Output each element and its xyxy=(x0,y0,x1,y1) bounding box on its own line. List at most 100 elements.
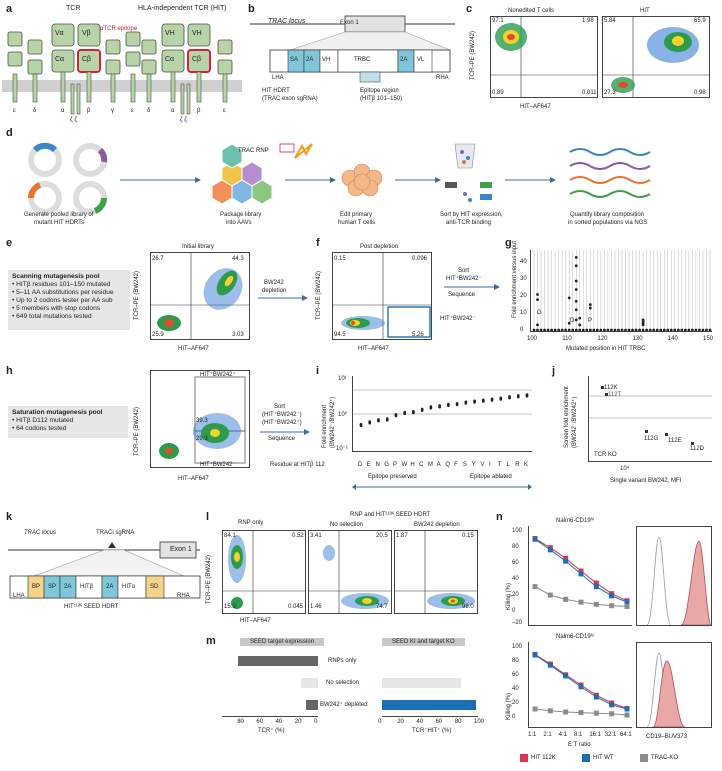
k-locus: TRAC locus xyxy=(24,530,57,536)
m-xtick-right: 80 xyxy=(454,719,462,725)
n-ytick-lo: 20 xyxy=(512,700,519,706)
i-point xyxy=(394,412,398,416)
f-flow-plot xyxy=(332,252,432,340)
a-sub-6: ε xyxy=(131,108,134,114)
n-xtick: 64:1 xyxy=(620,732,632,738)
l-q1-ul: 84.1 xyxy=(224,533,236,539)
b-er: Epitope region xyxy=(360,88,399,94)
j-chart xyxy=(588,376,712,462)
k-seg-2a2: 2A xyxy=(106,584,114,590)
g-point xyxy=(595,328,599,331)
m-row-1: RNPs only xyxy=(328,658,357,664)
g-point xyxy=(652,328,656,331)
m-bar-left xyxy=(238,656,318,666)
n-svg-hi-point-wt xyxy=(624,599,630,605)
g-point xyxy=(574,279,578,283)
n-svg-lo-point-ko xyxy=(593,710,599,716)
g-xtick: 140 xyxy=(667,336,678,342)
n-svg-hi-point-wt xyxy=(563,558,569,564)
g-point xyxy=(574,308,578,312)
e-q-lr: 3.03 xyxy=(232,332,244,338)
g-ytick: 40 xyxy=(520,259,527,266)
a-sub-3: α xyxy=(61,108,65,114)
g-label-d: D xyxy=(570,318,575,324)
k-rha: RHA xyxy=(177,593,190,599)
f-arrow-icon xyxy=(444,284,500,290)
e-ylabel: TCR–PE (BW242) xyxy=(134,270,140,320)
d-step-2: Package library xyxy=(220,212,262,218)
f-sort2: HIT⁺BW242⁻ xyxy=(446,276,482,282)
i-ylabel: Fold enrichment xyxy=(322,404,328,448)
n-svg-lo-point-ko xyxy=(578,710,584,716)
g-xtick: 110 xyxy=(562,336,572,342)
n-svg-hi-point-wt xyxy=(593,584,599,590)
g-point xyxy=(546,328,550,331)
n-xtick: 4:1 xyxy=(558,732,567,738)
g-ytick: 0 xyxy=(520,327,524,333)
e-bullet-5: • 649 total mutations tested xyxy=(12,313,92,320)
g-point xyxy=(550,328,553,331)
i-point xyxy=(455,401,459,405)
d-step-5: Quantify library composition xyxy=(570,212,645,218)
n-svg-lo-point-wt xyxy=(609,702,615,708)
g-point xyxy=(606,328,610,331)
i-residue-tick: H xyxy=(410,462,415,468)
c-title-1: Nonedited T cells xyxy=(508,8,555,14)
d-step-4b: anti-TCR binding xyxy=(446,220,492,226)
g-point xyxy=(536,293,539,296)
f-xlabel: HIT–AF647 xyxy=(358,346,389,352)
n-svg-lo-point-ko xyxy=(547,708,553,714)
n-svg-hi-point-ko xyxy=(532,584,538,590)
h-q2: 29.3 xyxy=(196,436,208,442)
g-point xyxy=(574,299,578,303)
a-cb2-label: Cβ xyxy=(192,56,202,63)
b-hdrt: HIT HDRT xyxy=(262,88,290,94)
j-xtick: 10⁴ xyxy=(620,466,630,472)
k-seg-bp: BP xyxy=(32,584,41,590)
f-q-ul: 0.15 xyxy=(334,256,346,262)
l-q2-ul: 3.41 xyxy=(310,533,322,539)
i-point xyxy=(482,398,485,402)
l-title-4: BW242 depletion xyxy=(414,522,460,528)
g-point xyxy=(599,328,603,331)
n-plot-lo xyxy=(528,642,632,728)
panel-label-e: e xyxy=(6,237,13,249)
n-svg-lo-point-ko xyxy=(563,709,569,715)
m-bar-right xyxy=(382,678,461,688)
n-title-2: Nalm6-CD19ˡᵒ xyxy=(556,634,594,640)
g-point xyxy=(638,328,641,331)
i-chart xyxy=(352,376,532,452)
g-point xyxy=(585,328,589,331)
h-xlabel: HIT–AF647 xyxy=(178,476,209,482)
i-residue-tick: V xyxy=(480,462,485,468)
k-seg-2a: 2A xyxy=(64,584,72,590)
d-step-2b: into AAVs xyxy=(226,220,252,226)
g-point xyxy=(698,328,701,331)
c-xlabel: HIT–AF647 xyxy=(520,104,551,110)
n-svg-hi xyxy=(532,535,630,609)
n-title-1: Nalm6-CD19ʰⁱ xyxy=(556,518,595,524)
h-sort2: (HIT⁺BW242⁻) xyxy=(262,412,302,418)
l-flow-plot-2 xyxy=(308,530,392,614)
n-xtick: 8:1 xyxy=(574,732,583,738)
n-svg-lo-point-ko xyxy=(609,711,615,717)
e-xlabel: HIT–AF647 xyxy=(178,346,209,352)
d-step-5b: in sorted populations via NGS xyxy=(568,220,648,226)
g-point xyxy=(571,328,575,331)
a-vh2-label: VH xyxy=(192,30,202,37)
c-q2-lr: 0.98 xyxy=(694,90,706,96)
a-tcr-diagram xyxy=(2,23,242,115)
i-ytick-2: 10⁰ xyxy=(338,412,348,418)
j-xlabel: Single variant BW242, MFI xyxy=(610,478,682,484)
c-q2-ll: 27.3 xyxy=(604,90,616,96)
g-point xyxy=(666,328,670,331)
a-sub-2: δ xyxy=(33,108,37,114)
a-hsub-3: β xyxy=(197,108,201,114)
i-residue-tick: Q xyxy=(445,462,451,468)
a-va-label: Vα xyxy=(55,30,64,37)
g-point xyxy=(627,328,631,331)
n-ytick-lo: 40 xyxy=(512,686,519,692)
n-svg-lo-point-wt xyxy=(532,652,538,658)
n-svg-hi-point-wt xyxy=(532,536,538,542)
g-ytick: 30 xyxy=(520,276,527,283)
